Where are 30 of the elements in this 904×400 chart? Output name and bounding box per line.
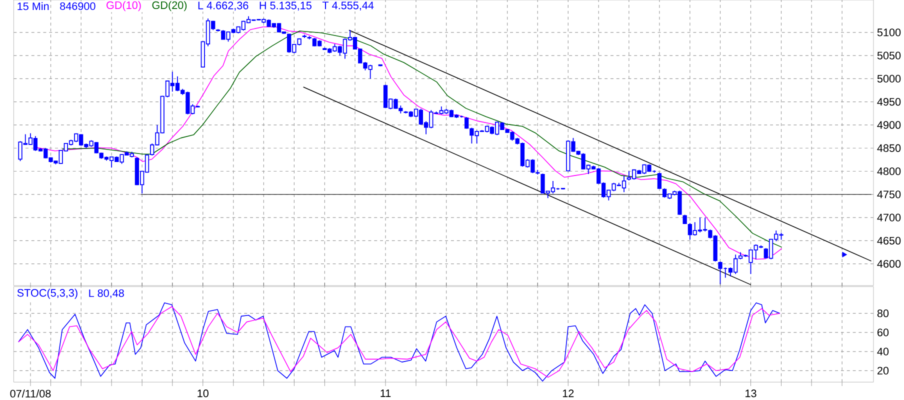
y-tick-label: 4650	[877, 236, 901, 245]
x-tick-label: 10	[198, 390, 208, 398]
y-tick-label: 80	[877, 310, 889, 318]
y-tick-label: 5100	[877, 28, 901, 36]
text: GD(20)	[152, 1, 187, 12]
x-tick-label: 07/11/08	[10, 390, 51, 398]
y-tick-label: 4750	[877, 190, 901, 198]
chart-title: 15 Min	[18, 2, 49, 10]
annotation: L 4.662,36	[198, 2, 248, 11]
y-tick-label: 4600	[877, 260, 901, 268]
y-tick-label: 4800	[877, 168, 901, 176]
y-tick-label: 60	[878, 328, 889, 336]
annotation: T 4.555,44	[322, 2, 374, 11]
y-tick-label: 4700	[877, 214, 901, 222]
candlestick	[657, 172, 662, 190]
annotation: L 80,48	[89, 289, 124, 298]
annotation: H 5.135,15	[260, 2, 312, 11]
y-tick-label: 4950	[877, 98, 901, 106]
y-tick-label: 5000	[877, 74, 901, 83]
y-tick-label: 5050	[877, 52, 901, 60]
chart-title: STOC(5,3,3)	[17, 288, 78, 299]
text: GD(10)	[106, 1, 141, 12]
y-tick-label: 4900	[877, 121, 901, 129]
y-tick-label: 40	[877, 348, 889, 356]
x-tick-label: 11	[380, 390, 391, 398]
x-tick-label: 13	[746, 390, 756, 398]
x-tick-label: 12	[562, 390, 574, 398]
y-tick-label: 4850	[877, 144, 901, 152]
chart-subtitle: 846900	[60, 2, 96, 10]
y-tick-label: 20	[877, 366, 889, 375]
